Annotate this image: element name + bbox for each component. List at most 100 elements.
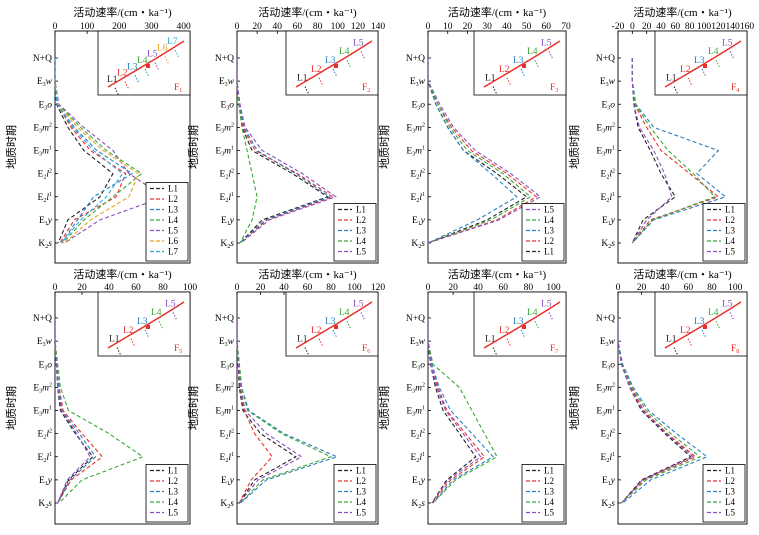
chart-panel-f5: 活动速率/(cm・ka⁻¹) 0 20 40 60 80 100 N+Q E3w E3o E3m2 E…	[5, 267, 198, 525]
y-tick-label: E2l1	[601, 452, 615, 464]
y-tick-label: E3m2	[215, 122, 234, 134]
fault-trace	[664, 301, 742, 349]
y-tick-label: E1y	[221, 216, 235, 227]
fault-name: F5	[174, 344, 182, 355]
inset-label: L4	[708, 47, 719, 57]
y-axis-label: 地质时期	[5, 125, 18, 169]
x-tick-label: 80	[524, 283, 534, 293]
fault-marker	[522, 325, 526, 329]
legend-label: L3	[356, 226, 366, 236]
chart-panel-f3: 活动速率/(cm・ka⁻¹) 0 10 20 30 40 50 60 70 N+Q E3w E3o E3…	[378, 5, 571, 264]
fault-name: F2	[362, 83, 370, 94]
legend-label: L1	[725, 466, 735, 476]
legend-label: L2	[725, 476, 735, 486]
x-tick-label: 160	[740, 22, 755, 32]
x-tick-label: 100	[80, 22, 95, 32]
y-tick-label: E2l1	[38, 192, 52, 204]
legend-label: L2	[544, 236, 554, 246]
legend-label: L5	[544, 205, 554, 215]
inset-label: L2	[117, 69, 128, 79]
inset-profile-line	[304, 86, 310, 95]
fault-name: F1	[174, 83, 182, 94]
inset-profile-line	[318, 77, 324, 87]
y-tick-label: E2l2	[601, 429, 615, 441]
y-tick-label: N+Q	[33, 314, 52, 324]
inset-profile-line	[154, 62, 160, 71]
x-tick-label: 60	[293, 22, 303, 32]
fault-name: F3	[550, 83, 558, 94]
legend-label: L5	[725, 508, 735, 518]
x-tick-label: 0	[53, 283, 58, 293]
fault-marker	[146, 325, 150, 329]
series-line-l1	[236, 318, 297, 504]
x-tick-label: 40	[273, 22, 283, 32]
inset-profile-line	[346, 320, 352, 330]
series-line-l4	[54, 58, 143, 244]
inset-label: L7	[167, 37, 178, 47]
fault-trace	[483, 40, 561, 88]
inset-label: L5	[541, 38, 552, 48]
inset-label: L1	[107, 75, 118, 85]
inset-profile-line	[506, 77, 512, 87]
x-tick-label: -20	[612, 22, 625, 32]
y-tick-label: E3o	[411, 100, 425, 111]
fault-marker	[522, 64, 526, 68]
x-axis-title: 活动速率/(cm・ka⁻¹)	[633, 267, 732, 281]
inset-label: L1	[297, 74, 308, 84]
inset-profile-line	[116, 347, 122, 356]
fault-trace	[664, 40, 742, 88]
fault-name: F4	[731, 83, 739, 94]
legend-box	[333, 203, 377, 262]
series-line-l2	[54, 58, 127, 244]
inset-profile-line	[715, 320, 721, 330]
fault-marker	[703, 325, 707, 329]
y-tick-label: E3m2	[33, 382, 52, 394]
x-tick-label: 80	[326, 283, 336, 293]
x-tick-label: 60	[499, 283, 509, 293]
legend-label: L1	[544, 247, 554, 257]
x-tick-label: 300	[144, 22, 159, 32]
inset-profile-line	[346, 59, 352, 69]
x-axis-title: 活动速率/(cm・ka⁻¹)	[448, 267, 547, 281]
x-tick-label: 100	[697, 22, 712, 32]
series-line-l6	[54, 58, 140, 244]
y-axis-label: 地质时期	[187, 386, 200, 430]
y-axis-label: 地质时期	[187, 125, 200, 169]
inset-label: L2	[499, 65, 510, 75]
x-tick-label: 100	[183, 283, 198, 293]
series-line-l1	[427, 318, 477, 504]
inset-label: L1	[485, 74, 496, 84]
legend-label: L5	[544, 508, 554, 518]
y-tick-label: N+Q	[33, 54, 52, 64]
x-tick-label: 60	[303, 283, 313, 293]
x-tick-label: 0	[630, 22, 635, 32]
y-tick-label: E2l1	[38, 452, 52, 464]
inset-label: L2	[680, 326, 691, 336]
x-tick-label: 60	[684, 283, 694, 293]
y-axis-label: 地质时期	[568, 386, 581, 430]
fault-trace	[107, 301, 185, 349]
fault-trace	[107, 40, 185, 88]
y-tick-label: E2l1	[601, 192, 615, 204]
inset-label: L2	[311, 65, 322, 75]
inset-profile-line	[360, 312, 366, 321]
inset-profile-line	[332, 68, 338, 78]
x-tick-label: 60	[671, 22, 681, 32]
inset-label: L5	[353, 299, 364, 309]
x-axis-title: 活动速率/(cm・ka⁻¹)	[258, 5, 357, 19]
inset-profile-line	[144, 329, 150, 339]
y-tick-label: E3o	[411, 360, 425, 371]
y-tick-label: E3m1	[215, 406, 234, 418]
x-tick-label: 10	[443, 22, 453, 32]
series-line-l1	[427, 58, 528, 244]
y-tick-label: K2s	[601, 239, 615, 250]
x-tick-label: 40	[279, 283, 289, 293]
y-tick-label: E3w	[37, 77, 53, 88]
inset-label: L1	[666, 74, 677, 84]
inset-label: L4	[339, 47, 350, 57]
y-tick-label: K2s	[220, 239, 234, 250]
inset-profile-line	[534, 59, 540, 69]
inset-profile-line	[164, 56, 170, 65]
x-tick-label: 60	[542, 22, 552, 32]
legend-label: L3	[544, 226, 554, 236]
